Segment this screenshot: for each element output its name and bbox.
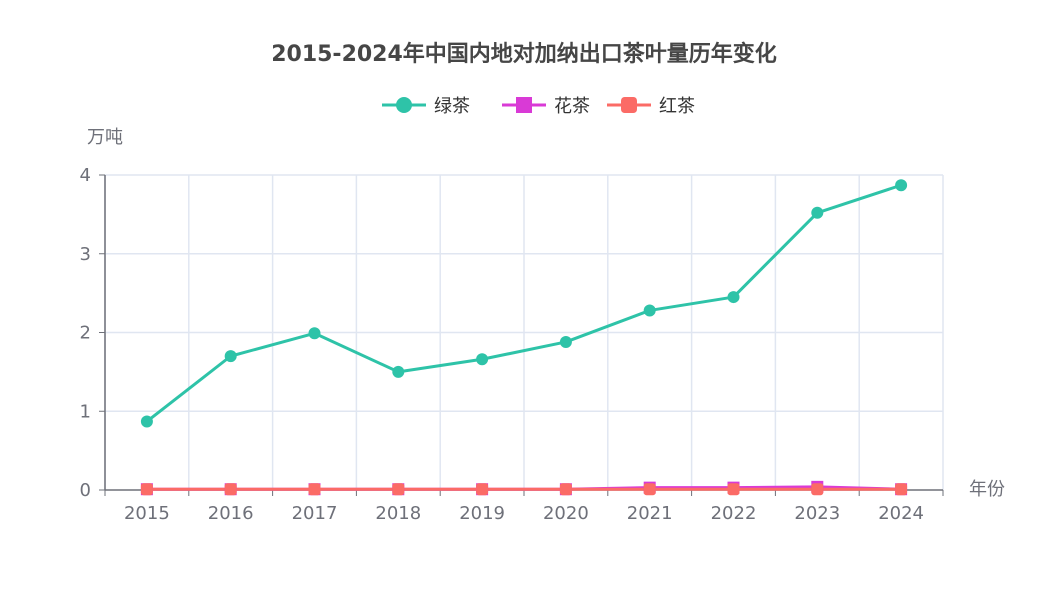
data-point (224, 483, 237, 496)
x-tick-label: 2018 (375, 503, 421, 524)
data-point (643, 304, 656, 317)
grid (104, 174, 944, 490)
x-tick-label: 2016 (208, 503, 254, 524)
data-point (392, 365, 405, 378)
data-point (308, 327, 321, 340)
legend-item[interactable]: 绿茶 (382, 96, 470, 117)
legend: 绿茶 花茶 红茶 (382, 96, 695, 117)
data-point (895, 179, 908, 192)
legend-marker (516, 97, 532, 113)
y-tick-label: 4 (80, 165, 91, 186)
data-point (895, 483, 908, 496)
x-tick-label: 2023 (794, 503, 840, 524)
y-tick-label: 0 (80, 480, 91, 501)
x-tick-label: 2022 (711, 503, 757, 524)
data-point (811, 483, 824, 496)
series-1 (145, 183, 902, 423)
legend-marker (396, 97, 412, 113)
data-point (140, 483, 153, 496)
axes: 0 1 2 3 4 2015 2016 2017 2018 2019 2020 2021 2022 202… (80, 165, 944, 524)
data-point (392, 483, 405, 496)
x-tick-label: 2017 (292, 503, 338, 524)
legend-marker (621, 97, 637, 113)
data-point (140, 415, 153, 428)
y-axis-name: 万吨 (87, 127, 123, 148)
data-point (811, 206, 824, 219)
legend-item[interactable]: 红茶 (607, 96, 695, 117)
data-point (224, 350, 237, 363)
x-tick-label: 2015 (124, 503, 170, 524)
legend-label: 红茶 (659, 96, 695, 117)
legend-label: 绿茶 (434, 96, 470, 117)
data-point (476, 483, 489, 496)
x-tick-label: 2024 (878, 503, 924, 524)
series-3-points (140, 483, 908, 496)
legend-item[interactable]: 花茶 (502, 96, 590, 117)
y-tick-label: 3 (80, 244, 91, 265)
data-point (559, 483, 572, 496)
data-point (727, 483, 740, 496)
data-point (476, 353, 489, 366)
x-tick-label: 2021 (627, 503, 673, 524)
y-tick-label: 2 (80, 323, 91, 344)
chart-title: 2015-2024年中国内地对加纳出口茶叶量历年变化 (271, 41, 777, 67)
x-tick-label: 2020 (543, 503, 589, 524)
x-tick-label: 2019 (459, 503, 505, 524)
data-point (559, 335, 572, 348)
data-point (308, 483, 321, 496)
data-point (727, 291, 740, 304)
x-axis-name: 年份 (969, 479, 1005, 500)
data-point (643, 483, 656, 496)
legend-label: 花茶 (554, 96, 590, 117)
series-1-points (140, 179, 908, 428)
series-line (145, 183, 902, 423)
series-layer (140, 179, 908, 496)
y-tick-label: 1 (80, 401, 91, 422)
